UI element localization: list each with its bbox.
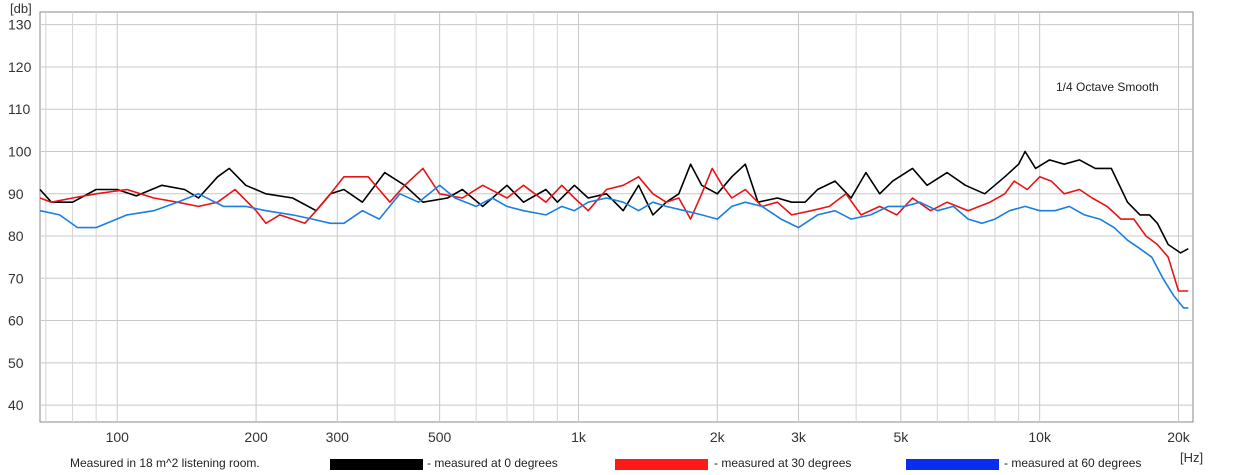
legend-label-60-degrees: - measured at 60 degrees: [1004, 456, 1142, 470]
x-tick-label: 1k: [571, 429, 587, 445]
plot-area: [39, 11, 1194, 423]
y-tick-label: 50: [8, 355, 24, 371]
y-tick-label: 120: [8, 59, 32, 75]
legend-swatch-60-degrees: [906, 459, 999, 470]
x-tick-label: 500: [428, 429, 452, 445]
y-tick-label: 110: [8, 101, 31, 117]
y-tick-label: 90: [8, 186, 24, 202]
x-tick-label: 3k: [791, 429, 807, 445]
x-axis: 100 200 300 500 1k 2k 3k 5k 10k 20k: [106, 429, 1191, 445]
grid: [40, 12, 1193, 422]
x-axis-label: [Hz]: [1180, 450, 1203, 465]
legend-swatch-0-degrees: [330, 459, 423, 470]
y-axis-label: [db]: [10, 1, 32, 16]
footer-note: Measured in 18 m^2 listening room.: [70, 456, 260, 470]
y-tick-label: 70: [8, 270, 24, 286]
x-tick-label: 300: [326, 429, 350, 445]
legend-label-30-degrees: - measured at 30 degrees: [714, 456, 852, 470]
y-tick-label: 100: [8, 143, 32, 159]
smoothing-annotation: 1/4 Octave Smooth: [1056, 80, 1159, 94]
y-tick-label: 130: [8, 17, 32, 33]
y-axis: 40 50 60 70 80 90 100 110 120 130: [8, 17, 32, 413]
x-tick-label: 5k: [893, 429, 909, 445]
y-tick-label: 60: [8, 313, 24, 329]
series-line-1: [39, 167, 1189, 292]
series-line-2: [39, 184, 1189, 309]
series-layer: [39, 150, 1189, 309]
legend-label-0-degrees: - measured at 0 degrees: [427, 456, 558, 470]
y-tick-label: 80: [8, 228, 24, 244]
y-tick-label: 40: [8, 397, 24, 413]
series-line-0: [39, 150, 1189, 254]
x-tick-label: 10k: [1028, 429, 1052, 445]
x-tick-label: 20k: [1167, 429, 1191, 445]
legend-swatch-30-degrees: [615, 459, 708, 470]
x-tick-label: 200: [244, 429, 268, 445]
x-tick-label: 2k: [710, 429, 726, 445]
x-tick-label: 100: [106, 429, 130, 445]
